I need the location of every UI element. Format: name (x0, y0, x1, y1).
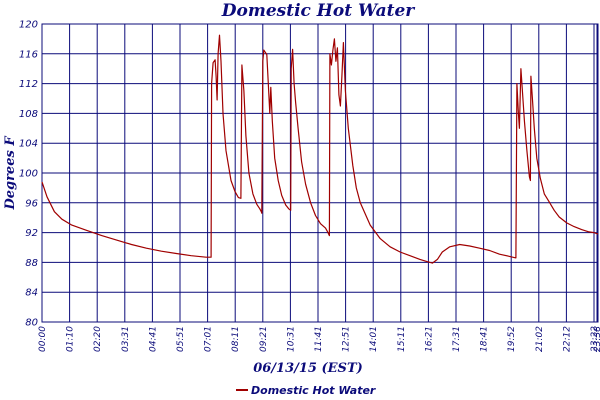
x-tick-label: 09:21 (259, 326, 269, 352)
x-ticks: 00:00 01:10 02:20 03:31 04:41 05:51 07:01 08:11… (38, 326, 600, 352)
x-tick-label: 04:41 (148, 326, 158, 352)
grid (41, 23, 599, 323)
chart-title: Domestic Hot Water (221, 1, 416, 21)
x-tick-label: 19:52 (507, 326, 517, 352)
legend-label: Domestic Hot Water (251, 384, 376, 397)
x-tick-label: 12:51 (342, 326, 352, 352)
x-tick-label: 14:01 (369, 326, 379, 352)
y-tick-label: 112 (19, 79, 38, 90)
y-tick-label: 100 (19, 169, 38, 180)
x-tick-label: 11:41 (314, 326, 324, 352)
x-tick-label: 08:11 (231, 326, 241, 352)
y-tick-label: 108 (19, 109, 38, 120)
y-tick-label: 120 (19, 20, 38, 31)
plot-frame (41, 23, 599, 323)
x-tick-label: 22:12 (562, 326, 572, 352)
y-ticks: 80 84 88 92 96 100 104 108 112 116 120 (19, 20, 38, 329)
x-tick-label: 18:41 (480, 326, 490, 352)
x-tick-label: 23:22 (590, 326, 600, 352)
x-tick-label: 00:00 (38, 326, 48, 352)
x-tick-label: 15:11 (397, 326, 407, 352)
y-tick-label: 92 (25, 228, 38, 239)
x-tick-label: 23:38 (593, 326, 600, 352)
series-line-domestic-hot-water (41, 34, 599, 264)
x-tick-label: 05:51 (176, 326, 186, 352)
plot-area (41, 34, 599, 264)
x-tick-label: 07:01 (204, 326, 214, 352)
y-axis-label: Degrees F (3, 136, 18, 211)
y-tick-label: 104 (19, 139, 38, 150)
x-tick-label: 21:02 (535, 326, 545, 352)
legend: Domestic Hot Water (236, 384, 376, 397)
y-tick-label: 84 (25, 288, 38, 299)
x-tick-label: 10:31 (286, 326, 296, 352)
y-tick-label: 88 (25, 258, 38, 269)
y-tick-label: 116 (19, 49, 38, 60)
x-tick-label: 17:31 (452, 326, 462, 352)
y-tick-label: 80 (25, 318, 38, 329)
x-tick-label: 16:21 (424, 326, 434, 352)
x-axis-label: 06/13/15 (EST) (253, 361, 363, 376)
x-tick-label: 03:31 (121, 326, 131, 352)
y-tick-label: 96 (25, 198, 38, 209)
x-tick-label: 02:20 (93, 326, 103, 352)
x-tick-label: 01:10 (66, 326, 76, 352)
